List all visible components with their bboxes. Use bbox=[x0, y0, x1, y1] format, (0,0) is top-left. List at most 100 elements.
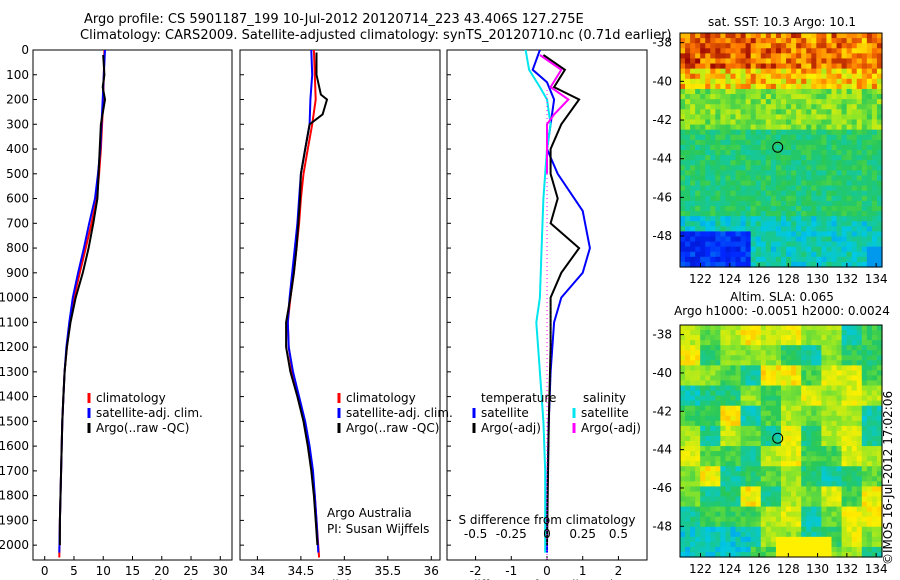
map-cell bbox=[786, 144, 792, 151]
map-cell bbox=[705, 430, 711, 437]
map-cell bbox=[801, 211, 807, 217]
map-cell bbox=[685, 180, 691, 187]
map-cell bbox=[801, 190, 807, 197]
map-cell bbox=[720, 350, 727, 356]
map-cell bbox=[791, 180, 797, 187]
map-cell bbox=[685, 43, 691, 49]
map-cell bbox=[740, 246, 747, 253]
map-cell bbox=[856, 129, 863, 136]
map-cell bbox=[730, 211, 737, 217]
map-cell bbox=[831, 405, 838, 412]
map-cell bbox=[710, 476, 716, 482]
map-cell bbox=[775, 155, 782, 161]
map-cell bbox=[745, 139, 752, 146]
map-cell bbox=[786, 185, 792, 192]
map-cell bbox=[725, 541, 732, 548]
map-cell bbox=[796, 78, 802, 85]
map-cell bbox=[750, 405, 757, 412]
map-cell bbox=[695, 144, 701, 151]
map-cell bbox=[846, 165, 853, 171]
map-cell bbox=[760, 73, 767, 80]
map-cell bbox=[831, 190, 838, 197]
map-cell bbox=[715, 190, 721, 197]
map-cell bbox=[765, 536, 772, 543]
map-cell bbox=[791, 420, 797, 427]
map-cell bbox=[710, 491, 716, 498]
map-cell bbox=[695, 511, 701, 518]
map-cell bbox=[755, 129, 762, 136]
figure-title-line1: Argo profile: CS 5901187_199 10-Jul-2012… bbox=[84, 12, 584, 27]
map-cell bbox=[715, 160, 721, 166]
map-cell bbox=[791, 370, 797, 377]
map-cell bbox=[720, 355, 727, 361]
map-cell bbox=[685, 211, 691, 217]
map-cell bbox=[826, 451, 833, 457]
map-cell bbox=[700, 365, 706, 371]
map-cell bbox=[786, 129, 792, 136]
map-cell bbox=[715, 48, 721, 54]
map-cell bbox=[821, 53, 828, 60]
map-cell bbox=[836, 231, 843, 238]
map-cell bbox=[856, 231, 863, 238]
map-cell bbox=[836, 481, 843, 487]
map-cell bbox=[715, 261, 721, 268]
map-cell bbox=[851, 526, 858, 533]
map-cell bbox=[831, 511, 838, 518]
map-cell bbox=[705, 375, 711, 382]
map-cell bbox=[856, 261, 863, 268]
map-cell bbox=[836, 501, 843, 508]
map-cell bbox=[826, 160, 833, 166]
map-cell bbox=[730, 38, 737, 44]
map-cell bbox=[866, 330, 873, 336]
map-cell bbox=[680, 521, 686, 528]
map-cell bbox=[775, 165, 782, 171]
map-cell bbox=[846, 471, 853, 477]
map-cell bbox=[765, 405, 772, 412]
map-cell bbox=[735, 58, 742, 65]
map-cell bbox=[826, 355, 833, 361]
series-line-climatology bbox=[58, 49, 106, 558]
map-cell bbox=[871, 211, 878, 217]
map-cell bbox=[781, 241, 787, 248]
y-tick-label: 1000 bbox=[0, 291, 29, 305]
map-cell bbox=[765, 165, 772, 171]
map-cell bbox=[745, 541, 752, 548]
map-cell bbox=[740, 129, 747, 136]
map-cell bbox=[876, 241, 883, 248]
y-tick-label: 200 bbox=[6, 93, 29, 107]
map-cell bbox=[841, 160, 848, 166]
map-cell bbox=[871, 355, 878, 361]
map-cell bbox=[765, 375, 772, 382]
map-cell bbox=[765, 109, 772, 115]
map-cell bbox=[826, 541, 833, 548]
map-cell bbox=[685, 395, 691, 402]
map-cell bbox=[770, 251, 777, 258]
map-cell bbox=[775, 476, 782, 482]
map-cell bbox=[806, 185, 812, 192]
map-cell bbox=[715, 365, 721, 371]
map-cell bbox=[740, 251, 747, 258]
map-cell bbox=[700, 58, 706, 65]
map-cell bbox=[836, 446, 843, 452]
map-cell bbox=[841, 461, 848, 467]
map-cell bbox=[750, 415, 757, 422]
map-cell bbox=[730, 104, 737, 110]
map-cell bbox=[685, 365, 691, 371]
map-cell bbox=[720, 501, 727, 508]
map-cell bbox=[720, 551, 727, 558]
map-cell bbox=[695, 451, 701, 457]
map-cell bbox=[750, 360, 757, 366]
map-cell bbox=[846, 360, 853, 366]
map-cell bbox=[871, 451, 878, 457]
map-cell bbox=[811, 491, 817, 498]
map-cell bbox=[735, 221, 742, 227]
map-cell bbox=[760, 526, 767, 533]
map-cell bbox=[796, 536, 802, 543]
sla-map-subtitle: Argo h1000: -0.0051 h2000: 0.0024 bbox=[674, 304, 890, 318]
map-cell bbox=[821, 360, 828, 366]
map-cell bbox=[730, 410, 737, 417]
map-cell bbox=[755, 221, 762, 227]
map-cell bbox=[876, 506, 883, 513]
map-cell bbox=[680, 33, 686, 39]
map-cell bbox=[871, 175, 878, 182]
